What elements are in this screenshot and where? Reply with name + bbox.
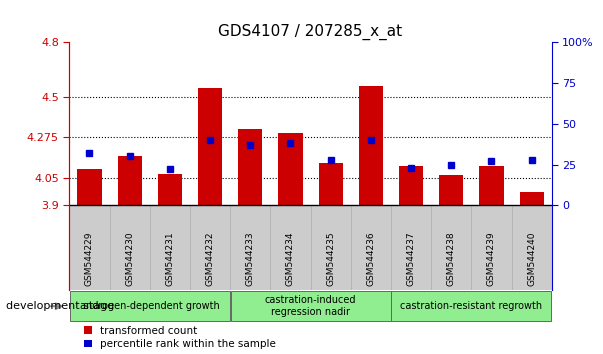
FancyBboxPatch shape: [230, 291, 391, 321]
Text: castration-resistant regrowth: castration-resistant regrowth: [400, 301, 543, 311]
Bar: [158, 174, 182, 205]
Legend: transformed count, percentile rank within the sample: transformed count, percentile rank withi…: [84, 326, 276, 349]
Bar: [399, 166, 423, 205]
Bar: [318, 163, 343, 205]
Text: androgen-dependent growth: androgen-dependent growth: [80, 301, 219, 311]
Text: development stage: development stage: [6, 301, 114, 311]
Text: GSM544230: GSM544230: [125, 232, 134, 286]
Text: GSM544237: GSM544237: [406, 232, 415, 286]
Text: GSM544234: GSM544234: [286, 232, 295, 286]
Text: GSM544232: GSM544232: [206, 232, 215, 286]
Bar: [439, 175, 463, 205]
Text: GSM544236: GSM544236: [367, 232, 375, 286]
Bar: [77, 169, 101, 205]
FancyBboxPatch shape: [391, 291, 551, 321]
Bar: [479, 166, 504, 205]
FancyBboxPatch shape: [70, 291, 230, 321]
Text: castration-induced
regression nadir: castration-induced regression nadir: [265, 295, 356, 317]
Bar: [238, 129, 262, 205]
Title: GDS4107 / 207285_x_at: GDS4107 / 207285_x_at: [218, 23, 403, 40]
Text: GSM544238: GSM544238: [447, 232, 456, 286]
Bar: [118, 155, 142, 205]
Text: GSM544240: GSM544240: [527, 232, 536, 286]
Text: GSM544229: GSM544229: [85, 232, 94, 286]
Bar: [69, 205, 552, 290]
Text: GSM544233: GSM544233: [246, 232, 254, 286]
Bar: [520, 192, 544, 205]
Text: GSM544231: GSM544231: [165, 232, 174, 286]
Bar: [279, 133, 303, 205]
Bar: [198, 88, 222, 205]
Bar: [359, 86, 383, 205]
Text: GSM544235: GSM544235: [326, 232, 335, 286]
Text: GSM544239: GSM544239: [487, 232, 496, 286]
